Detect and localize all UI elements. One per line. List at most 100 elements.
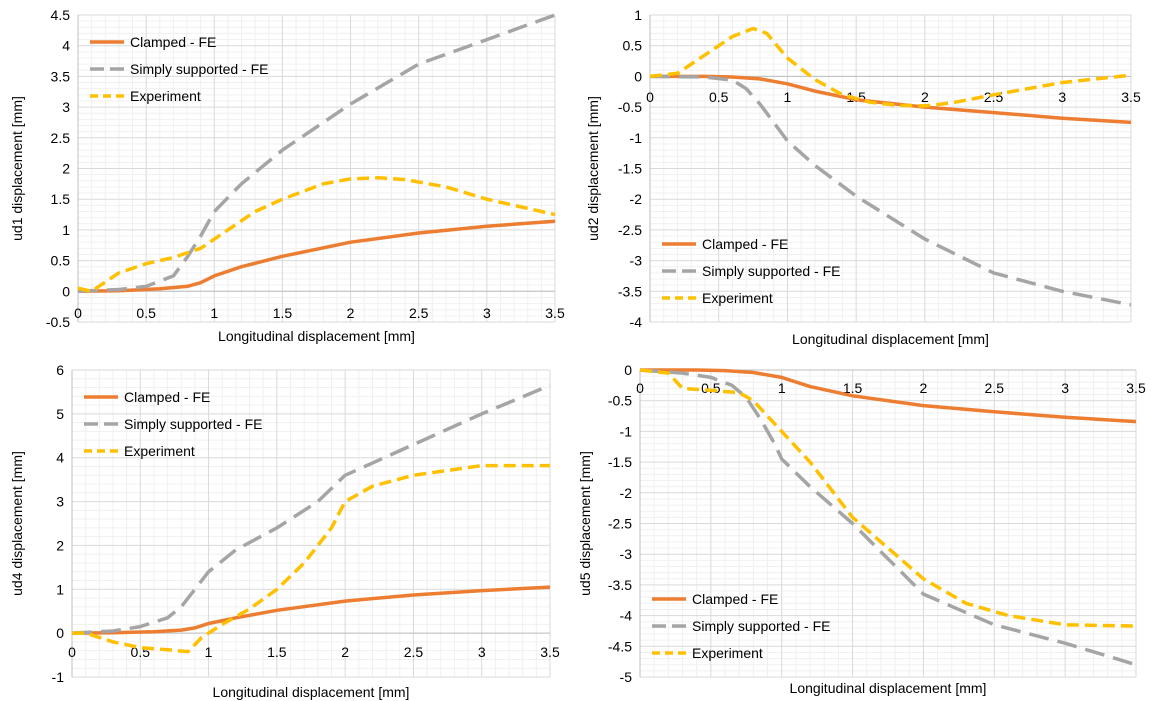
series-line-clamped — [77, 219, 556, 294]
x-tick-label: 2.5 — [984, 89, 1004, 105]
legend: Clamped - FE Simply supported - FE Experim… — [662, 236, 841, 306]
series-line-experiment — [639, 368, 1137, 628]
x-tick-label: 0.5 — [701, 380, 721, 396]
series-line-clamped — [650, 74, 1132, 125]
y-tick-label: -4 — [630, 314, 643, 330]
y-tick-label: 0 — [634, 68, 642, 84]
y-tick-label: 4.5 — [51, 7, 71, 23]
y-tick-label: 3 — [62, 99, 70, 115]
x-tick-label: 3.5 — [1126, 380, 1146, 396]
x-tick-label: 3 — [1061, 380, 1069, 396]
y-tick-label: -4.5 — [608, 638, 632, 654]
x-tick-label: 1 — [210, 305, 218, 321]
x-tick-label: 0.5 — [709, 89, 729, 105]
chart-ud1: -0.500.511.522.533.544.50 0.5 1 1.5 2 2.5 3 3.5… — [9, 7, 565, 344]
y-tick-label: -2.5 — [618, 222, 642, 238]
legend-label: Simply supported - FE — [702, 263, 841, 279]
y-tick-label: 1 — [62, 222, 70, 238]
series-line-clamped — [71, 585, 551, 635]
legend-label: Experiment — [702, 290, 773, 306]
x-tick-label: 3.5 — [540, 644, 560, 660]
legend-label: Clamped - FE — [130, 34, 216, 50]
chart-ud2: -4-3.5-3-2.5-2-1.5-1-0.500.510 0.5 1 1.5 2 2.… — [585, 7, 1141, 347]
legend-label: Experiment — [124, 443, 195, 459]
x-tick-label: 0 — [68, 644, 76, 660]
x-axis-title: Longitudinal displacement [mm] — [213, 684, 410, 700]
x-tick-label: 0 — [74, 305, 82, 321]
series-line-simply-supported — [639, 368, 1137, 667]
x-tick-label: 2 — [341, 644, 349, 660]
series-line-simply-supported — [71, 383, 551, 635]
x-tick-label: 2 — [347, 305, 355, 321]
y-axis-title: ud1 displacement [mm] — [9, 96, 25, 241]
legend-label: Clamped - FE — [692, 591, 778, 607]
legend: Clamped - FE Simply supported - FE Experim… — [84, 389, 263, 459]
legend-label: Experiment — [130, 88, 201, 104]
legend: Clamped - FE Simply supported - FE Experim… — [652, 591, 831, 661]
y-tick-label: 0 — [56, 625, 64, 641]
y-tick-label: 5 — [56, 406, 64, 422]
x-tick-label: 2.5 — [409, 305, 429, 321]
series-line-experiment — [77, 175, 556, 294]
y-tick-label: -0.5 — [608, 393, 632, 409]
y-tick-label: 2 — [56, 537, 64, 553]
y-tick-label: 0.5 — [623, 38, 643, 54]
y-tick-label: 2 — [62, 161, 70, 177]
y-tick-label: 1.5 — [51, 191, 71, 207]
series-line-simply-supported — [77, 13, 556, 294]
y-tick-label: -1 — [630, 130, 643, 146]
series-line-simply-supported — [649, 74, 1132, 307]
y-tick-label: -1 — [620, 423, 633, 439]
y-tick-label: -4 — [620, 608, 633, 624]
y-tick-label: 3.5 — [51, 68, 71, 84]
y-tick-label: 4 — [62, 38, 70, 54]
x-tick-label: 1.5 — [267, 644, 287, 660]
x-tick-label: 3.5 — [1121, 89, 1141, 105]
y-tick-label: 6 — [56, 362, 64, 378]
y-tick-label: -3.5 — [618, 283, 642, 299]
x-tick-label: 3 — [1058, 89, 1066, 105]
y-tick-label: 1 — [634, 7, 642, 23]
legend-label: Clamped - FE — [702, 236, 788, 252]
chart-ud5: -5-4.5-4-3.5-3-2.5-2-1.5-1-0.500 0.5 1 1.5 2… — [577, 362, 1146, 696]
x-axis-title: Longitudinal displacement [mm] — [790, 680, 987, 696]
y-tick-label: -3.5 — [608, 577, 632, 593]
y-tick-label: -5 — [620, 669, 633, 685]
y-tick-label: -3 — [630, 253, 643, 269]
series-line-experiment — [72, 463, 550, 654]
legend-label: Experiment — [692, 645, 763, 661]
x-tick-label: 2.5 — [985, 380, 1005, 396]
legend-label: Clamped - FE — [124, 389, 210, 405]
y-tick-label: 0 — [624, 362, 632, 378]
x-tick-label: 1.5 — [273, 305, 293, 321]
x-axis-title: Longitudinal displacement [mm] — [218, 328, 415, 344]
x-tick-label: 0 — [646, 89, 654, 105]
y-tick-label: -1.5 — [618, 161, 642, 177]
y-tick-label: -2 — [630, 191, 643, 207]
y-tick-label: 2.5 — [51, 130, 71, 146]
y-tick-label: -1.5 — [608, 454, 632, 470]
legend-label: Simply supported - FE — [124, 416, 263, 432]
x-tick-label: 3 — [483, 305, 491, 321]
y-axis-title: ud2 displacement [mm] — [585, 96, 601, 241]
legend-label: Simply supported - FE — [130, 61, 269, 77]
series-line-clamped — [640, 368, 1137, 424]
x-tick-label: 1.5 — [843, 380, 863, 396]
x-tick-label: 3.5 — [545, 305, 565, 321]
y-tick-label: 0.5 — [51, 253, 71, 269]
x-tick-label: 0.5 — [136, 305, 156, 321]
y-tick-label: 4 — [56, 450, 64, 466]
x-axis-title: Longitudinal displacement [mm] — [792, 331, 989, 347]
y-tick-label: -3 — [620, 546, 633, 562]
series-line-experiment — [649, 26, 1132, 108]
x-tick-label: 2 — [920, 380, 928, 396]
y-tick-label: -1 — [52, 669, 65, 685]
x-tick-label: 0 — [636, 380, 644, 396]
x-tick-label: 2 — [921, 89, 929, 105]
legend: Clamped - FE Simply supported - FE Experim… — [90, 34, 269, 104]
x-tick-label: 2.5 — [404, 644, 424, 660]
y-axis-title: ud4 displacement [mm] — [9, 451, 25, 596]
legend-label: Simply supported - FE — [692, 618, 831, 634]
